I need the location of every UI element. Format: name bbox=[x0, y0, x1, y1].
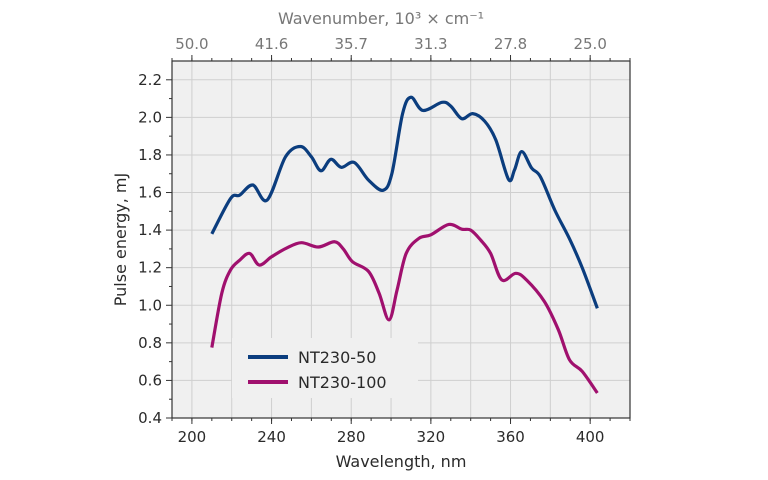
top-tick-label: 25.0 bbox=[573, 35, 606, 53]
y-tick-label: 1.2 bbox=[138, 259, 162, 277]
x-tick-label: 280 bbox=[337, 428, 366, 446]
top-tick-label: 31.3 bbox=[414, 35, 447, 53]
top-tick-label: 35.7 bbox=[335, 35, 368, 53]
top-axis-label: Wavenumber, 10³ × cm⁻¹ bbox=[278, 9, 484, 28]
x-tick-label: 320 bbox=[417, 428, 446, 446]
y-tick-label: 1.4 bbox=[138, 221, 162, 239]
x-tick-label: 360 bbox=[496, 428, 525, 446]
y-tick-label: 0.8 bbox=[138, 334, 162, 352]
legend: NT230-50 NT230-100 bbox=[232, 338, 418, 398]
x-tick-label: 240 bbox=[257, 428, 286, 446]
legend-label-nt230-100: NT230-100 bbox=[298, 373, 387, 392]
x-tick-label: 400 bbox=[576, 428, 605, 446]
y-tick-label: 0.4 bbox=[138, 409, 162, 427]
y-tick-label: 1.8 bbox=[138, 146, 162, 164]
series-lines bbox=[210, 95, 599, 394]
x-axis-label: Wavelength, nm bbox=[336, 452, 467, 471]
y-axis-label: Pulse energy, mJ bbox=[111, 173, 130, 306]
top-tick-label: 50.0 bbox=[175, 35, 208, 53]
y-tick-label: 2.0 bbox=[138, 108, 162, 126]
plot-frame bbox=[171, 60, 631, 419]
y-tick-label: 1.6 bbox=[138, 184, 162, 202]
y-tick-label: 1.0 bbox=[138, 296, 162, 314]
y-tick-label: 2.2 bbox=[138, 71, 162, 89]
axis-ticks: 200 240 280 320 360 400 50.0 41.6 35.7 31.3 27.8 25… bbox=[138, 35, 631, 446]
y-tick-label: 0.6 bbox=[138, 371, 162, 389]
series-line-nt230-100 bbox=[210, 222, 599, 394]
series-line-nt230-50 bbox=[210, 95, 599, 309]
x-tick-label: 200 bbox=[178, 428, 207, 446]
top-tick-label: 41.6 bbox=[255, 35, 288, 53]
top-tick-label: 27.8 bbox=[494, 35, 527, 53]
legend-label-nt230-50: NT230-50 bbox=[298, 348, 376, 367]
legend-box bbox=[232, 338, 418, 398]
